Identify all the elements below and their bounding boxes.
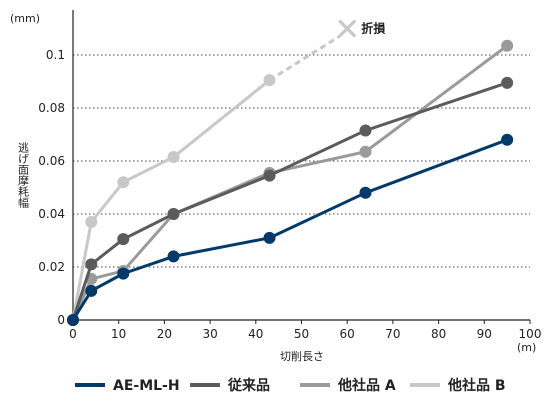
y-tick-label: 0.1: [46, 48, 65, 62]
data-point: [167, 151, 180, 164]
x-axis-title: 切削長さ: [280, 349, 324, 363]
data-point: [117, 267, 130, 280]
legend-label: 他社品 A: [337, 377, 396, 394]
break-marker: 折損: [338, 19, 386, 38]
data-point: [117, 233, 130, 246]
x-tick-label: 10: [111, 327, 126, 341]
x-tick-label: 40: [248, 327, 263, 341]
series-dashed-extension: [268, 35, 340, 82]
legend-label: 従来品: [227, 377, 270, 394]
axes: 0 0.02 0.04 0.06 0.08 0.1 0 10 20 30 40 50 60 70 80 90 1…: [38, 10, 541, 341]
legend-label: AE-ML-H: [113, 378, 180, 394]
data-point: [85, 215, 98, 228]
data-point: [359, 186, 372, 199]
x-tick-label: 90: [477, 327, 492, 341]
x-tick-label: 50: [294, 327, 309, 341]
data-point: [263, 74, 276, 87]
break-label: 折損: [361, 21, 386, 36]
data-point: [85, 258, 98, 271]
x-tick-label: 100: [519, 327, 542, 341]
axis-labels: (mm) (m) 切削長さ 逃げ面摩耗幅: [10, 12, 536, 363]
y-unit: (mm): [10, 12, 40, 25]
x-tick-label: 30: [202, 327, 217, 341]
data-point: [359, 145, 372, 158]
y-tick-label: 0.04: [38, 207, 65, 221]
x-tick-label: 70: [385, 327, 400, 341]
data-point: [501, 39, 514, 52]
data-point: [85, 284, 98, 297]
data-point: [359, 124, 372, 137]
x-unit: (m): [517, 341, 536, 354]
series-layer: [67, 35, 514, 326]
x-tick-label: 60: [340, 327, 355, 341]
data-point: [167, 208, 180, 220]
data-point: [67, 314, 79, 326]
y-tick-label: 0.06: [38, 154, 65, 168]
data-point: [117, 176, 130, 189]
x-tick-label: 80: [431, 327, 446, 341]
y-tick-label: 0.08: [38, 101, 65, 115]
data-point: [501, 133, 514, 146]
x-tick-label: 20: [157, 327, 172, 341]
data-point: [263, 231, 276, 244]
data-point: [167, 250, 180, 263]
y-tick-label: 0: [57, 313, 65, 327]
break-x-icon-stroke: [338, 19, 356, 38]
y-tick-label: 0.02: [38, 260, 65, 274]
data-point: [263, 169, 276, 182]
x-tick-label: 0: [69, 327, 77, 341]
y-axis-title: 逃げ面摩耗幅: [17, 142, 30, 209]
series-line: [71, 81, 508, 321]
legend: AE-ML-H 従来品 他社品 A 他社品 B: [75, 377, 506, 394]
data-point: [501, 76, 514, 89]
legend-label: 他社品 B: [447, 377, 506, 394]
series-line: [71, 44, 509, 321]
